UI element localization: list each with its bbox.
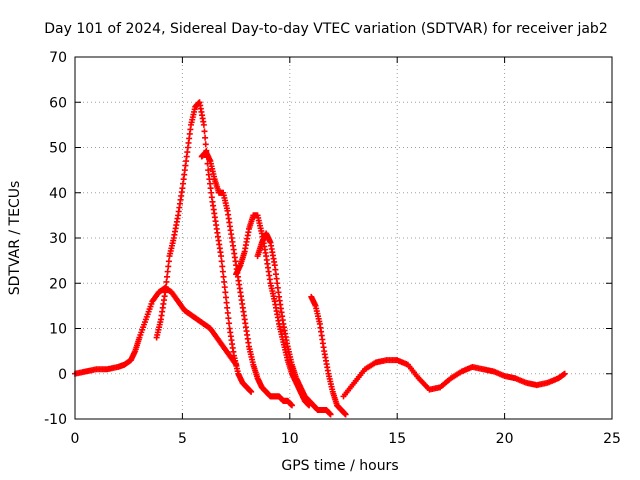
- data-point: [221, 284, 228, 291]
- y-axis-label: SDTVAR / TECUs: [7, 181, 23, 296]
- series-arc-a: [153, 99, 255, 395]
- data-point: [165, 258, 172, 265]
- data-point: [223, 299, 230, 306]
- data-point: [162, 289, 169, 296]
- series-arc-b: [198, 149, 295, 409]
- data-point: [164, 273, 171, 280]
- y-tick-label: 40: [49, 186, 67, 202]
- data-point: [342, 411, 349, 418]
- data-point: [219, 268, 226, 275]
- data-point: [219, 263, 226, 270]
- data-point: [224, 304, 231, 311]
- x-tick-label: 5: [178, 431, 187, 447]
- data-point: [288, 402, 295, 409]
- y-tick-label: 20: [49, 276, 67, 292]
- x-tick-label: 25: [603, 431, 621, 447]
- y-tick-label: -10: [44, 412, 67, 428]
- data-point: [201, 128, 208, 135]
- data-point: [222, 294, 229, 301]
- y-tick-label: 0: [58, 367, 67, 383]
- data-point: [248, 388, 255, 395]
- series-arc-e: [308, 293, 349, 418]
- y-tick-label: 30: [49, 231, 67, 247]
- x-tick-label: 15: [388, 431, 406, 447]
- data-point: [226, 320, 233, 327]
- data-point: [163, 278, 170, 285]
- data-point: [222, 289, 229, 296]
- y-tick-label: 70: [49, 50, 67, 66]
- data-point: [162, 284, 169, 291]
- data-point: [218, 258, 225, 265]
- x-tick-label: 20: [496, 431, 514, 447]
- x-tick-label: 10: [281, 431, 299, 447]
- data-point: [327, 411, 334, 418]
- series-arc-d: [254, 230, 334, 418]
- data-point: [200, 121, 207, 128]
- y-tick-label: 60: [49, 95, 67, 111]
- data-point: [220, 273, 227, 280]
- x-tick-label: 0: [71, 431, 80, 447]
- data-point: [202, 141, 209, 148]
- plot-frame: [74, 56, 613, 420]
- x-axis-label: GPS time / hours: [281, 458, 398, 474]
- data-point: [561, 370, 568, 377]
- y-tick-label: 10: [49, 322, 67, 338]
- data-point: [165, 263, 172, 270]
- data-point: [225, 315, 232, 322]
- data-point: [224, 309, 231, 316]
- series-baseline: [72, 284, 240, 377]
- data-point: [218, 253, 225, 260]
- y-tick-label: 50: [49, 141, 67, 157]
- series-tail: [340, 357, 568, 400]
- data-point: [221, 278, 228, 285]
- grid-lines: [75, 57, 612, 419]
- data-point: [202, 134, 209, 141]
- chart-title: Day 101 of 2024, Sidereal Day-to-day VTE…: [44, 21, 607, 37]
- data-point: [164, 268, 171, 275]
- data-points: [72, 99, 568, 418]
